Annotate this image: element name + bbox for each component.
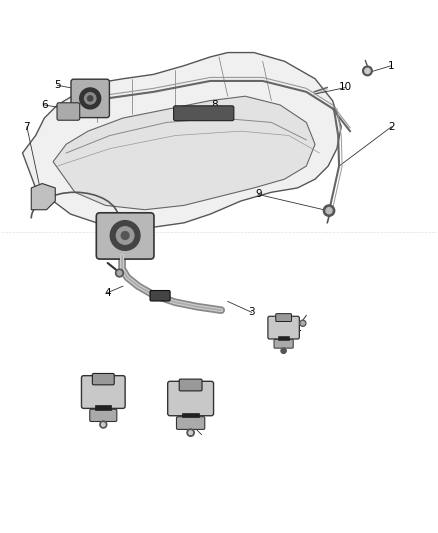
FancyBboxPatch shape <box>173 106 234 120</box>
FancyBboxPatch shape <box>177 417 205 430</box>
Text: 6: 6 <box>41 100 48 110</box>
Circle shape <box>121 231 129 239</box>
Text: 9: 9 <box>255 189 261 199</box>
Circle shape <box>85 93 96 104</box>
Text: 4: 4 <box>104 288 111 298</box>
Circle shape <box>80 88 101 109</box>
FancyBboxPatch shape <box>81 376 125 408</box>
FancyBboxPatch shape <box>57 103 80 120</box>
Circle shape <box>187 429 194 437</box>
Text: 8: 8 <box>211 100 218 110</box>
FancyBboxPatch shape <box>71 79 110 118</box>
Text: 10: 10 <box>339 83 352 93</box>
FancyBboxPatch shape <box>168 381 214 416</box>
Circle shape <box>102 423 105 426</box>
Circle shape <box>117 271 122 275</box>
Text: 4: 4 <box>89 399 95 409</box>
FancyBboxPatch shape <box>278 336 289 340</box>
Circle shape <box>300 320 306 326</box>
Circle shape <box>363 66 372 76</box>
Circle shape <box>88 96 93 101</box>
Circle shape <box>281 348 286 353</box>
Circle shape <box>110 221 140 251</box>
Circle shape <box>301 321 304 325</box>
Polygon shape <box>22 53 341 227</box>
Text: 1: 1 <box>388 61 395 71</box>
Circle shape <box>365 68 370 74</box>
Circle shape <box>189 431 192 434</box>
FancyBboxPatch shape <box>268 316 299 339</box>
FancyBboxPatch shape <box>92 374 114 385</box>
Text: 7: 7 <box>24 122 30 132</box>
FancyBboxPatch shape <box>150 290 170 301</box>
FancyBboxPatch shape <box>274 340 293 348</box>
FancyBboxPatch shape <box>96 213 154 259</box>
Circle shape <box>117 227 134 244</box>
Circle shape <box>100 421 107 428</box>
Circle shape <box>116 269 124 277</box>
Text: 4: 4 <box>185 416 192 426</box>
FancyBboxPatch shape <box>182 413 199 417</box>
FancyBboxPatch shape <box>276 313 291 321</box>
Polygon shape <box>53 96 315 210</box>
FancyBboxPatch shape <box>179 379 202 391</box>
Text: 3: 3 <box>248 308 255 317</box>
Text: 5: 5 <box>54 80 61 90</box>
Polygon shape <box>31 183 55 210</box>
FancyBboxPatch shape <box>95 405 111 410</box>
Circle shape <box>326 207 332 214</box>
Text: 2: 2 <box>388 122 395 132</box>
Text: 4: 4 <box>294 325 301 335</box>
Circle shape <box>323 205 335 216</box>
FancyBboxPatch shape <box>90 409 117 422</box>
